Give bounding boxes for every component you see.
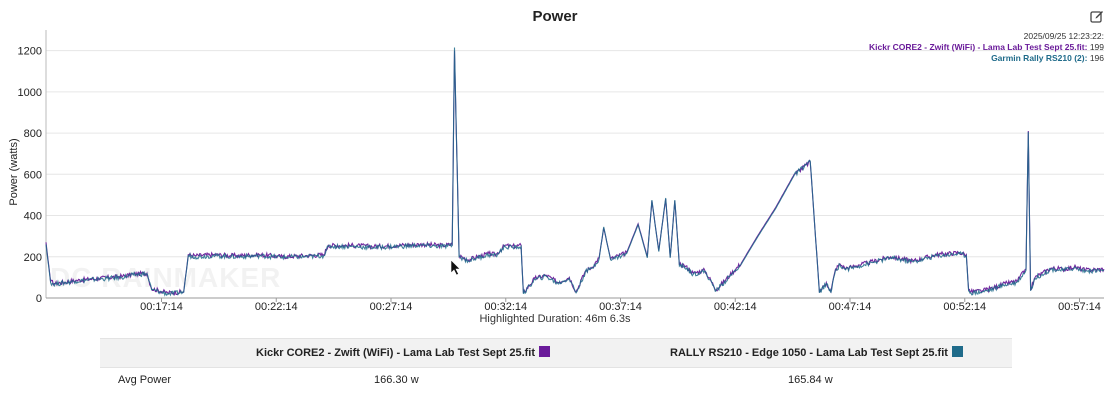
avg-power-label: Avg Power [118,374,171,386]
y-tick-label: 400 [24,211,42,223]
grid [46,50,1104,299]
avg-power-value-2: 165.84 w [788,374,833,386]
mouse-cursor-icon [450,259,461,276]
column-label: Kickr CORE2 - Zwift (WiFi) - Lama Lab Te… [256,347,536,359]
y-tick-label: 1200 [18,46,42,58]
x-tick-label: 00:32:14 [484,301,527,313]
edit-icon[interactable] [1090,9,1104,23]
series-swatch-icon [539,346,551,357]
y-tick-label: 800 [24,128,42,140]
x-tick-label: 00:47:14 [829,301,872,313]
series-swatch-icon [951,346,963,357]
tooltip-series-value: 199 [1089,42,1104,52]
tooltip-timestamp: 2025/09/25 12:23:22: [1023,31,1104,41]
x-tick-label: 00:17:14 [140,301,183,313]
tooltip-row-1: Kickr CORE2 - Zwift (WiFi) - Lama Lab Te… [869,42,1104,53]
x-tick-label: 00:52:14 [943,301,986,313]
tooltip-series-name: Garmin Rally RS210 (2): [991,53,1088,63]
comparison-column-1: Kickr CORE2 - Zwift (WiFi) - Lama Lab Te… [256,339,551,367]
x-tick-label: 00:27:14 [370,301,413,313]
tooltip-row-2: Garmin Rally RS210 (2): 196 [869,53,1104,64]
x-tick-label: 00:37:14 [599,301,642,313]
column-label: RALLY RS210 - Edge 1050 - Lama Lab Test … [670,347,948,359]
hover-tooltip: 2025/09/25 12:23:22: Kickr CORE2 - Zwift… [869,31,1104,64]
y-tick-label: 0 [36,293,42,305]
avg-power-value-1: 166.30 w [374,374,419,386]
series-lines [45,47,1105,297]
y-axis: 0 200 400 600 800 1000 1200 [18,30,47,305]
tooltip-series-value: 196 [1089,53,1104,63]
x-tick-label: 00:57:14 [1058,301,1101,313]
chart-title: Power [532,8,578,25]
comparison-column-2: RALLY RS210 - Edge 1050 - Lama Lab Test … [670,339,963,367]
y-tick-label: 1000 [18,87,42,99]
tooltip-series-name: Kickr CORE2 - Zwift (WiFi) - Lama Lab Te… [869,42,1088,52]
comparison-header: Kickr CORE2 - Zwift (WiFi) - Lama Lab Te… [100,338,1012,368]
x-tick-label: 00:42:14 [714,301,757,313]
highlighted-duration: Highlighted Duration: 46m 6.3s [479,313,631,325]
y-tick-label: 200 [24,252,42,264]
series-line-2 [45,47,1105,297]
x-axis: 00:17:14 00:22:14 00:27:14 00:32:14 00:37:14… [46,297,1104,313]
y-axis-label: Power (watts) [8,138,20,205]
x-tick-label: 00:22:14 [255,301,298,313]
y-tick-label: 600 [24,169,42,181]
